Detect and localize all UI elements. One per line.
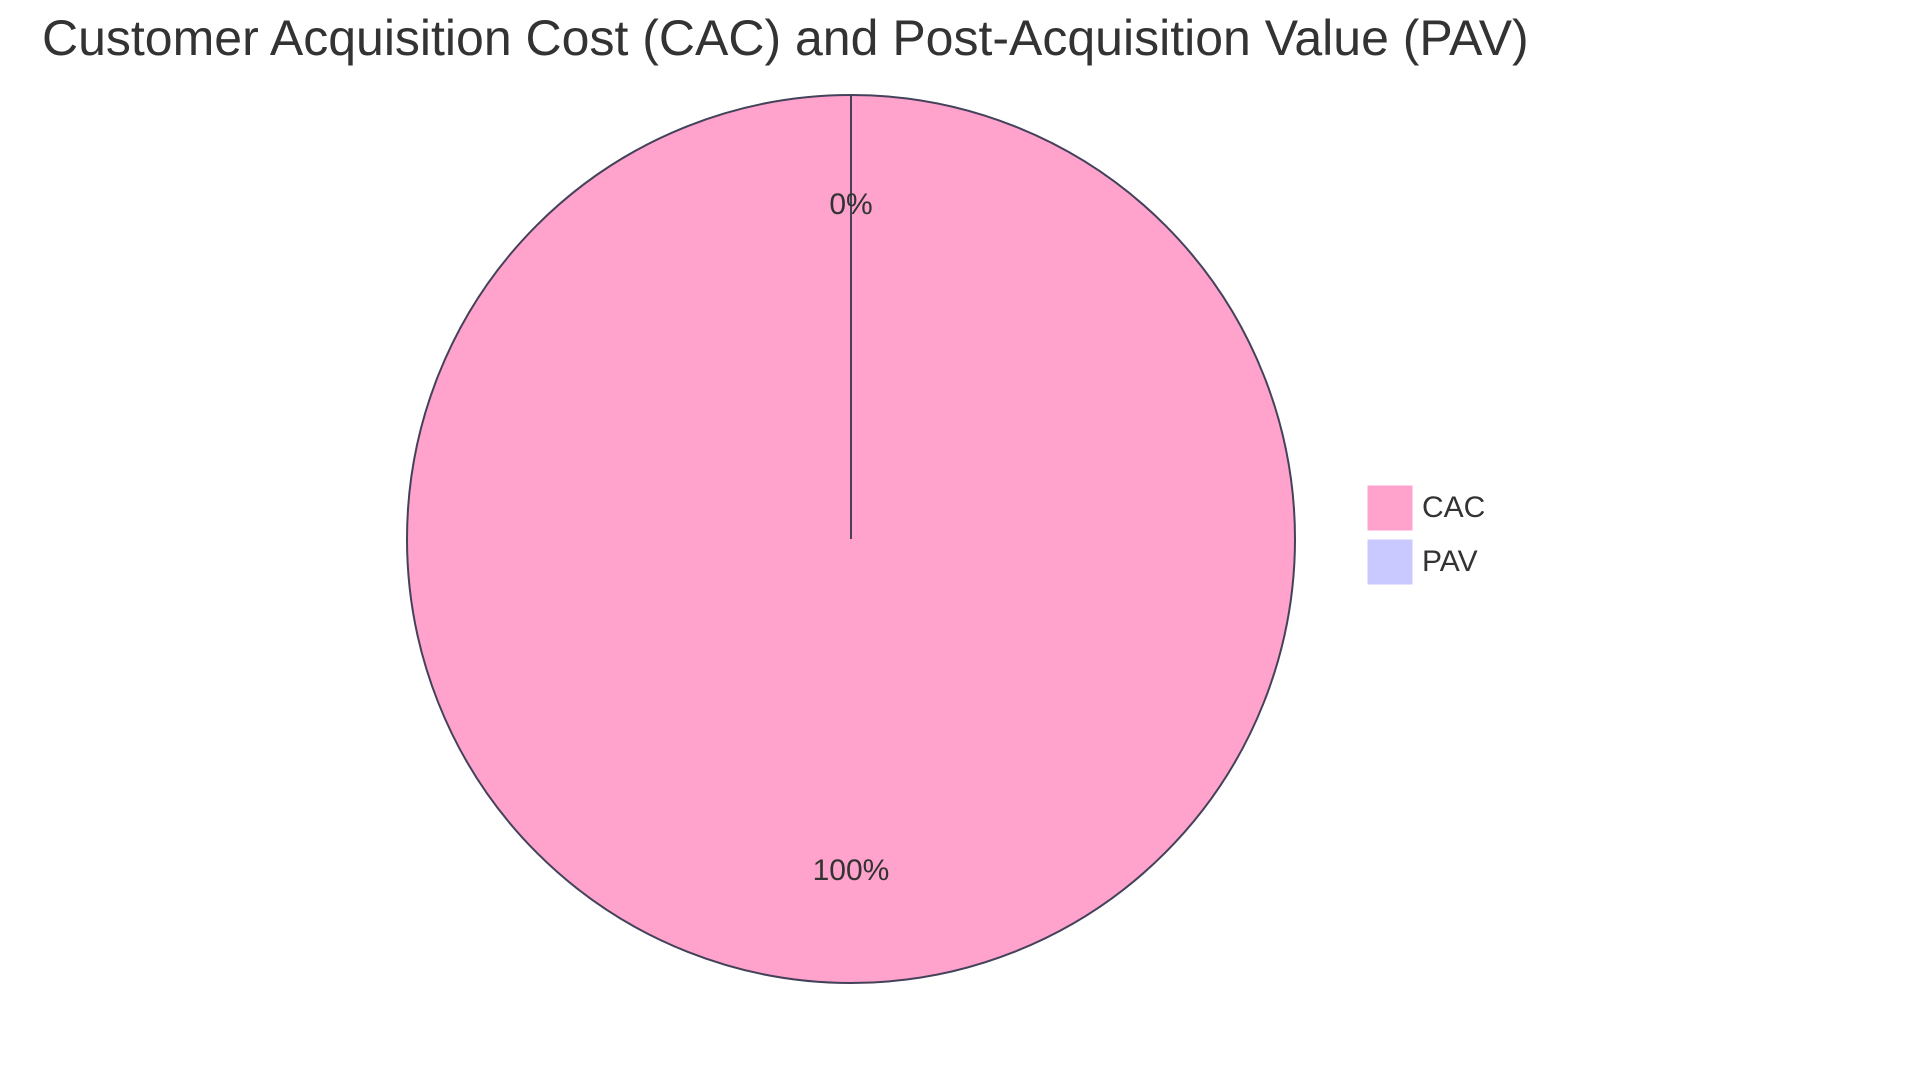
legend-swatch (1367, 539, 1413, 585)
slice-label: 100% (813, 854, 890, 887)
legend-label: PAV (1422, 545, 1478, 578)
legend-label: CAC (1422, 491, 1485, 524)
legend-swatch (1367, 485, 1413, 531)
chart-title: Customer Acquisition Cost (CAC) and Post… (42, 10, 1529, 66)
slice-label: 0% (829, 188, 872, 221)
